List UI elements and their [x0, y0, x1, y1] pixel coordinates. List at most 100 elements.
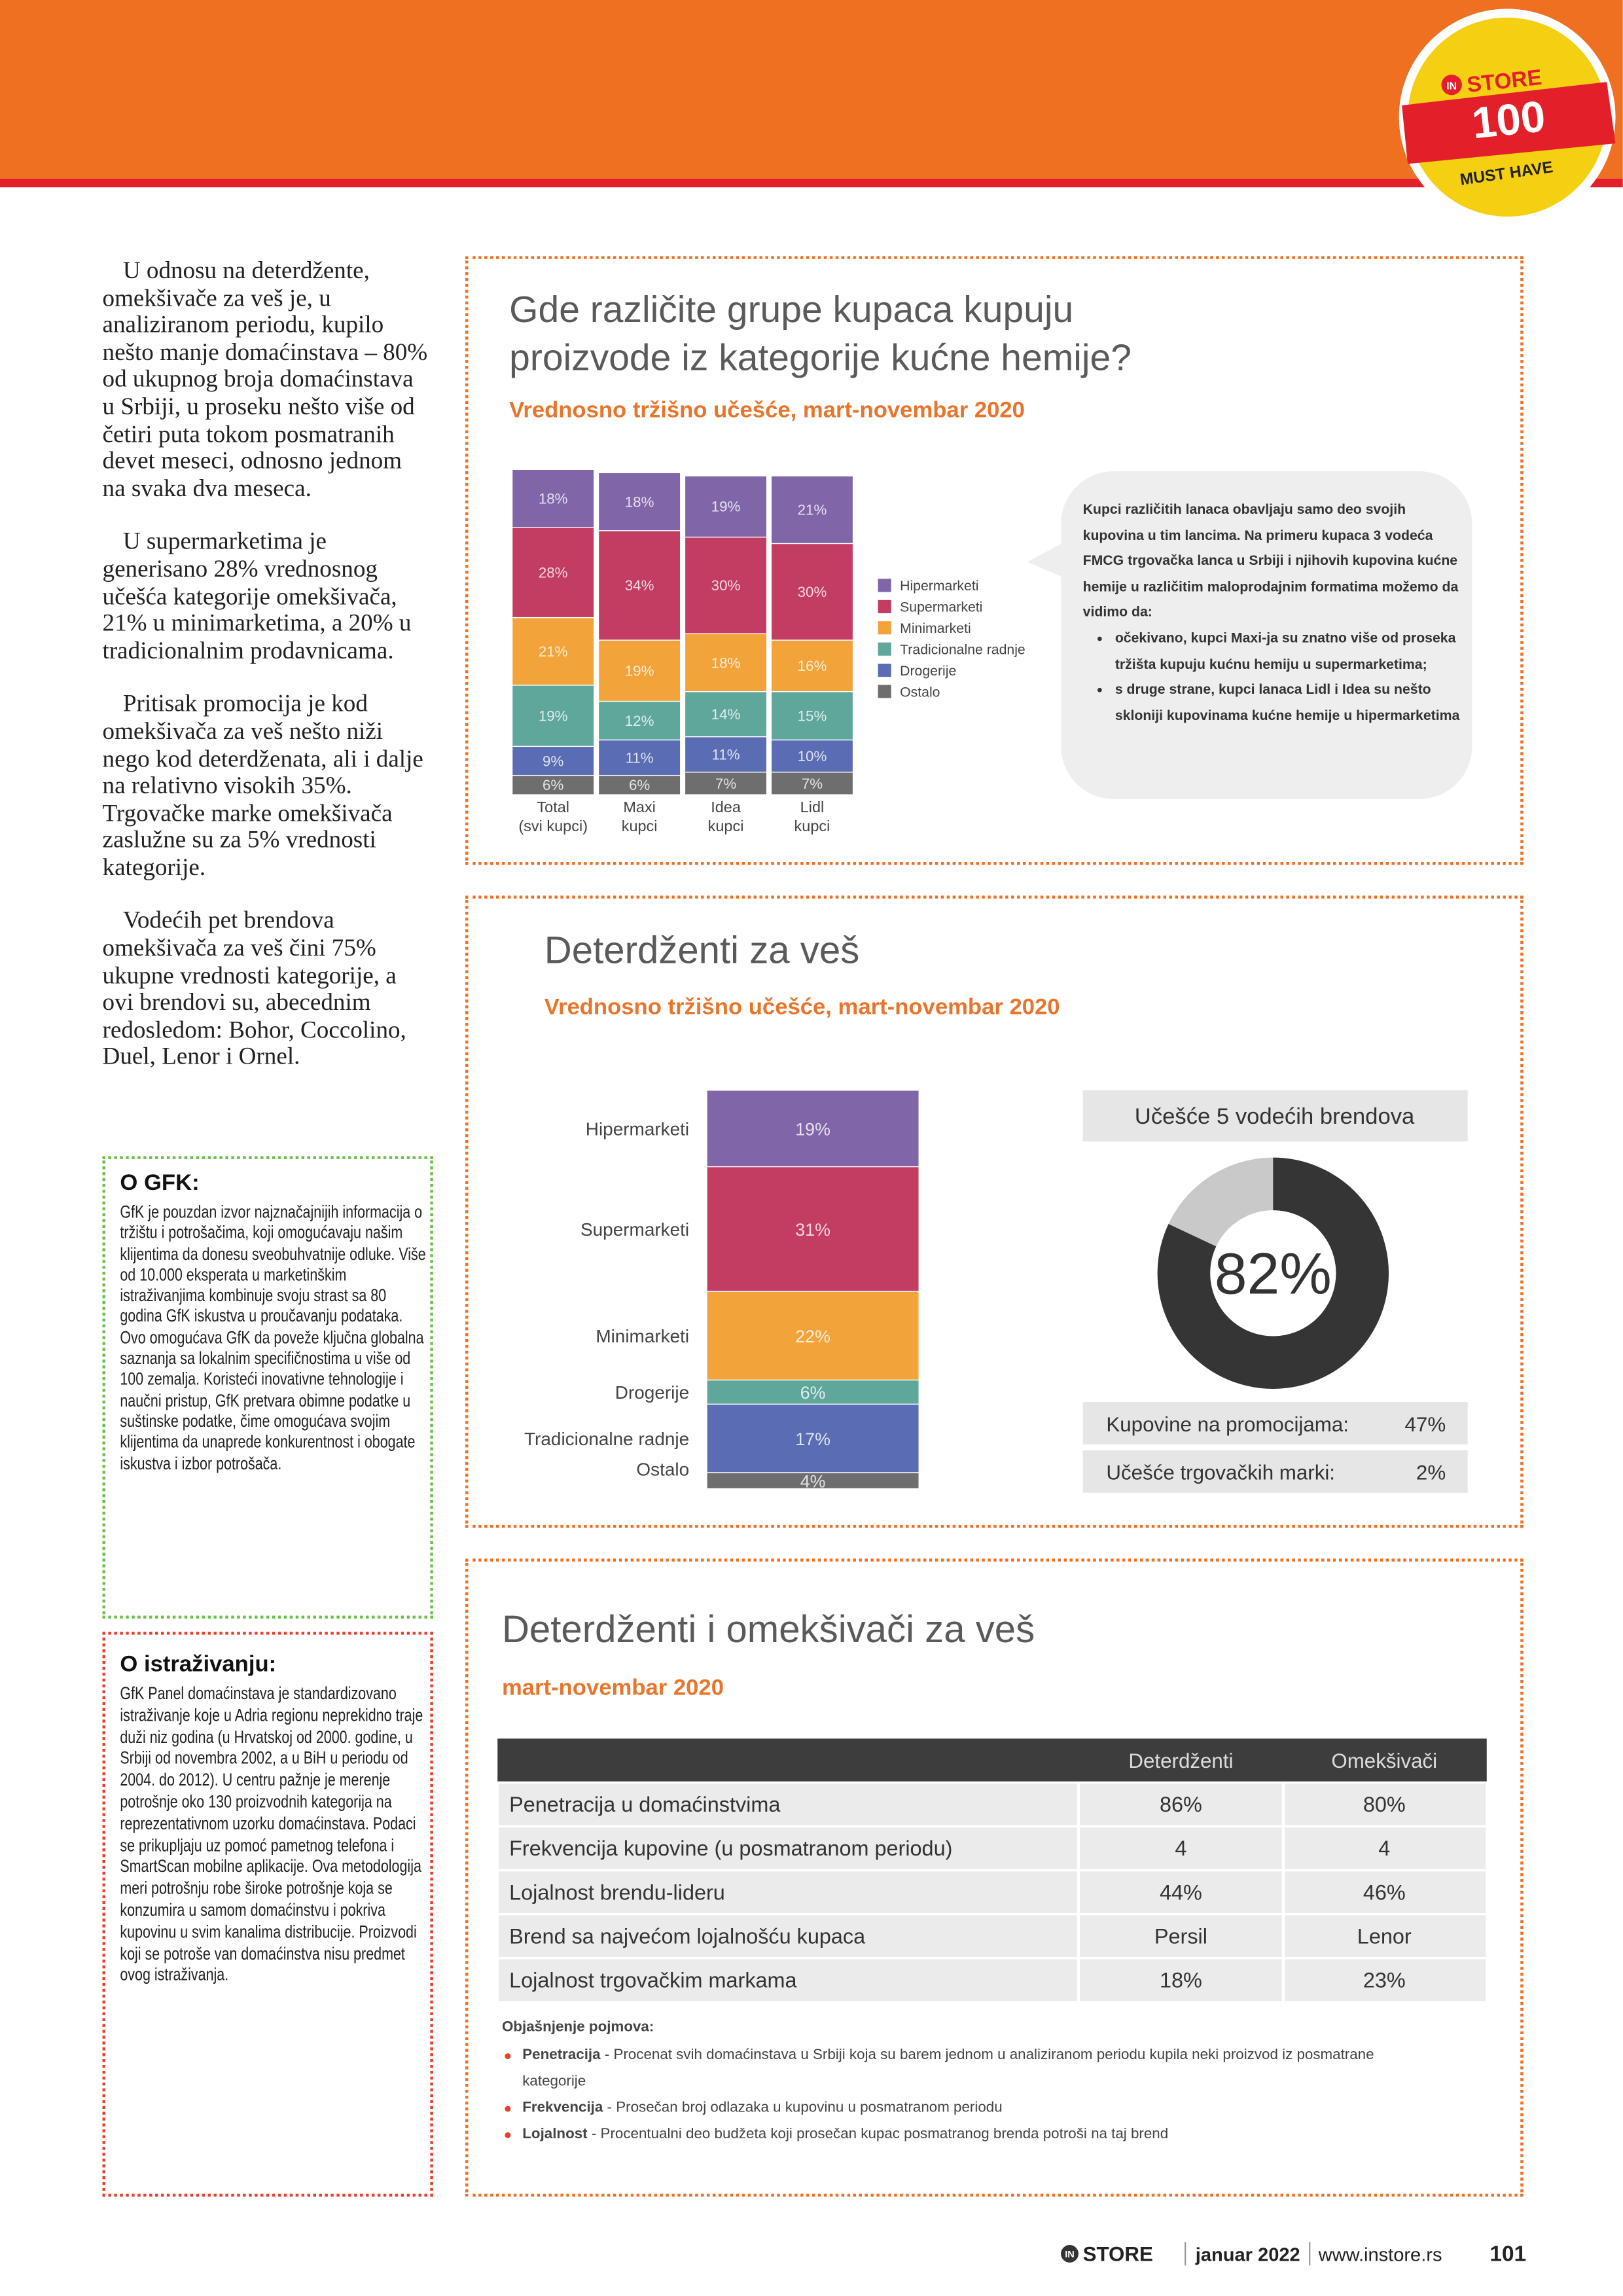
bar-segment	[511, 685, 595, 747]
value-label: 6%	[800, 1383, 826, 1403]
callout-list: očekivano, kupci Maxi-ja su znatno više …	[1083, 626, 1461, 729]
row-label: Brend sa najvećom lojalnošću kupaca	[509, 1924, 866, 1948]
value-label: 12%	[625, 713, 654, 729]
bar-segment	[706, 1166, 919, 1292]
row-bg	[496, 1825, 1488, 1872]
chart-title: Gde različite grupe kupaca kupuju proizv…	[509, 289, 1132, 380]
legend-swatch	[878, 600, 891, 613]
row-label: Frekvencija kupovine (u posmatranom peri…	[509, 1837, 952, 1860]
note: Frekvencija - Prosečan broj odlazaka u k…	[502, 2096, 1438, 2122]
row-label: Penetracija u domaćinstvima	[509, 1793, 781, 1816]
bar-segment	[770, 475, 854, 545]
note-bullet-dot	[505, 2106, 511, 2112]
bar-segment	[684, 736, 768, 773]
footer: IN STORE januar 2022 www.instore.rs 101	[1061, 2242, 1526, 2267]
legend-swatch	[878, 579, 891, 592]
bar-segment	[597, 639, 681, 702]
legend-swatch	[878, 621, 891, 635]
bar-segment	[684, 475, 768, 538]
value-label: 11%	[712, 746, 740, 762]
note-term: Lojalnost	[522, 2126, 588, 2143]
note-term: Penetracija	[522, 2047, 601, 2064]
note-text: - Procentualni deo budžeta koji prosečan…	[591, 2126, 1169, 2143]
note: Penetracija - Procenat svih domaćinstava…	[502, 2043, 1438, 2095]
stat-bg	[1082, 1450, 1468, 1493]
x-tick-label: Lidl kupci	[794, 798, 830, 835]
table-header-bg	[497, 1738, 1487, 1783]
stat-bg	[1082, 1402, 1468, 1444]
box-title: O istraživanju:	[120, 1652, 277, 1677]
legend-swatch	[878, 664, 891, 677]
value-label: 21%	[798, 502, 827, 518]
table-title: Deterdženti i omekšivači za veš	[501, 1607, 1035, 1651]
cell: 4	[1175, 1837, 1186, 1860]
value-label: 7%	[715, 776, 736, 792]
legend-label: Supermarketi	[900, 600, 982, 615]
cell: Lenor	[1357, 1924, 1412, 1948]
footer-website: www.instore.rs	[1318, 2245, 1442, 2266]
note-text: - Prosečan broj odlazaka u kupovinu u po…	[607, 2100, 1003, 2117]
row-bg	[496, 1913, 1488, 1960]
category-label: Drogerije	[615, 1382, 689, 1403]
value-label: 7%	[802, 776, 823, 792]
footer-brand: STORE	[1083, 2243, 1153, 2266]
cell: 46%	[1363, 1880, 1406, 1904]
row-bg	[496, 1869, 1488, 1916]
value-label: 9%	[543, 753, 563, 769]
bar-segment	[684, 536, 768, 634]
legend-swatch	[878, 642, 891, 656]
footer-logo: IN	[1065, 2250, 1075, 2260]
column-header: Deterdženti	[1128, 1749, 1233, 1772]
article: U odnosu na deterdžente, omekšivače za v…	[102, 257, 431, 1098]
paragraph: Vodećih pet brendova omekšivača za veš č…	[102, 906, 406, 1071]
value-label: 19%	[539, 708, 568, 724]
table-subtitle: mart-novembar 2020	[501, 1676, 724, 1701]
footer-issue: januar 2022	[1195, 2245, 1300, 2266]
box-text: GfK Panel domaćinstava je standardizovan…	[120, 1683, 423, 1985]
x-tick-label: Maxi kupci	[621, 798, 658, 835]
value-label: 18%	[711, 655, 741, 671]
note-bullet-dot	[505, 2132, 511, 2138]
value-label: 6%	[543, 777, 563, 793]
value-label: 34%	[625, 577, 654, 594]
header-stripe	[0, 178, 1623, 188]
value-label: 11%	[626, 749, 654, 766]
bar-segment	[511, 617, 595, 686]
value-label: 19%	[711, 499, 741, 515]
footer-logo-dot	[1061, 2245, 1079, 2263]
note: Lojalnost - Procentualni deo budžeta koj…	[502, 2122, 1438, 2148]
chart-box	[465, 895, 1524, 1528]
value-label: 22%	[795, 1327, 830, 1346]
legend-label: Drogerije	[900, 663, 956, 679]
bar-segment	[597, 739, 681, 776]
x-tick-label: Idea kupci	[707, 798, 744, 835]
value-label: 19%	[795, 1119, 830, 1139]
donut-label: 82%	[1215, 1241, 1332, 1306]
callout-bubble	[1061, 471, 1472, 799]
value-label: 28%	[539, 565, 568, 581]
row-label: Lojalnost brendu-lideru	[509, 1880, 725, 1904]
category-label: Tradicionalne radnje	[524, 1429, 689, 1449]
research-box: O istraživanju: GfK Panel domaćinstava j…	[102, 1632, 433, 2197]
gfk-box: O GFK: GfK je pouzdan izvor najznačajnij…	[102, 1156, 433, 1619]
value-label: 16%	[798, 658, 827, 674]
value-label: 30%	[711, 577, 741, 594]
badge-number: 100	[1470, 92, 1548, 148]
bar-segment	[597, 700, 681, 741]
bar-segment	[597, 530, 681, 641]
badge: IN STORE 100 MUST HAVE	[1399, 9, 1616, 226]
row-label: Lojalnost trgovačkim markama	[509, 1968, 797, 1992]
cell: Persil	[1154, 1924, 1207, 1948]
value-label: 30%	[798, 584, 827, 600]
bar-segment	[684, 691, 768, 738]
stat-value: 47%	[1405, 1413, 1446, 1436]
row-bg	[496, 1781, 1488, 1828]
bar-segment	[706, 1291, 919, 1381]
panel-title: Učešće 5 vodećih brendova	[1135, 1104, 1415, 1129]
bar-segment	[770, 739, 854, 773]
value-label: 14%	[711, 706, 741, 723]
footer-page: 101	[1489, 2242, 1526, 2267]
cell: 23%	[1363, 1968, 1406, 1992]
